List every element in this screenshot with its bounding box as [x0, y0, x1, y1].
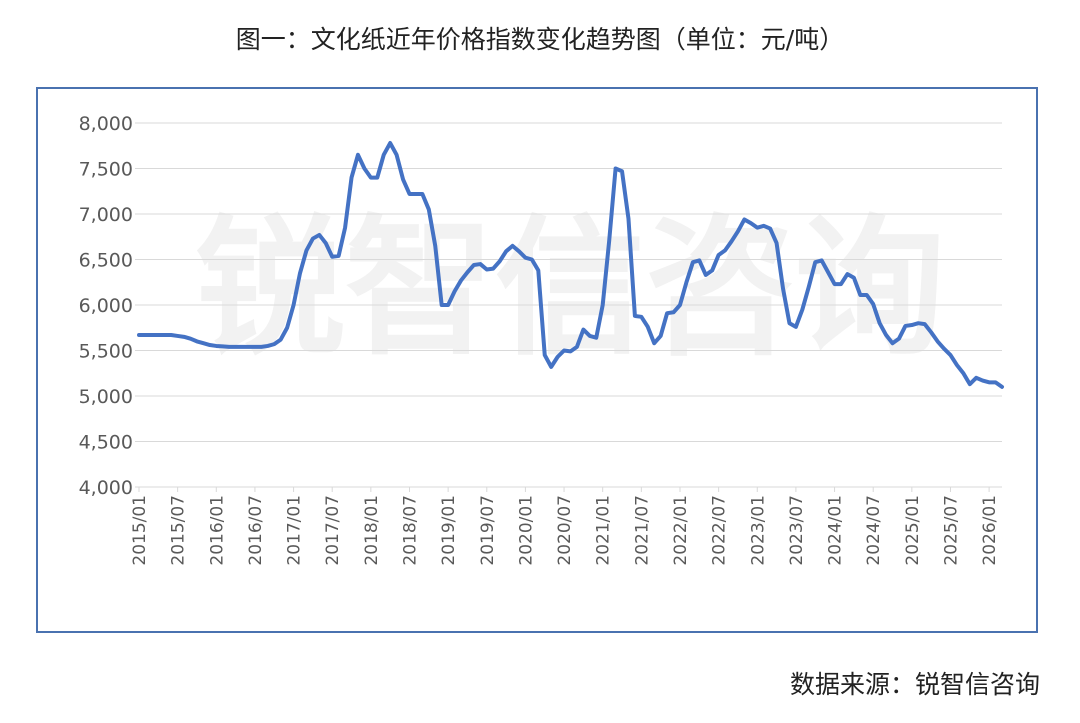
x-tick-label: 2017/07 [323, 495, 343, 566]
y-tick-label: 6,000 [79, 295, 133, 317]
x-tick-label: 2019/07 [478, 495, 498, 566]
x-tick-label: 2016/01 [207, 495, 227, 566]
x-tick-label: 2022/07 [710, 495, 730, 566]
watermark: 锐智信咨询 [195, 202, 945, 376]
x-tick-label: 2023/01 [748, 495, 768, 566]
x-tick-label: 2016/07 [246, 495, 266, 566]
x-tick-label: 2018/01 [362, 495, 382, 566]
x-tick-label: 2019/01 [439, 495, 459, 566]
x-tick-label: 2025/01 [903, 495, 923, 566]
y-tick-label: 5,000 [79, 386, 133, 408]
x-tick-label: 2020/01 [516, 495, 536, 566]
y-tick-label: 4,500 [79, 432, 133, 454]
y-tick-label: 5,500 [79, 341, 133, 363]
x-tick-label: 2018/07 [400, 495, 420, 566]
x-tick-label: 2020/07 [555, 495, 575, 566]
x-tick-label: 2024/01 [826, 495, 846, 566]
x-tick-label: 2021/07 [632, 495, 652, 566]
chart-title: 图一：文化纸近年价格指数变化趋势图（单位：元/吨） [236, 25, 844, 54]
x-tick-label: 2017/01 [285, 495, 305, 566]
x-tick-label: 2022/01 [671, 495, 691, 566]
x-tick-label: 2024/07 [864, 495, 884, 566]
y-tick-label: 4,000 [79, 477, 133, 499]
x-tick-label: 2025/07 [941, 495, 961, 566]
data-line [137, 141, 1004, 389]
plot-area: 4,000 4,500 5,000 5,500 6,000 6,500 7,000 7,500… [79, 113, 1004, 566]
y-tick-label: 7,500 [79, 159, 133, 181]
x-tick-label: 2015/01 [130, 495, 150, 566]
y-tick-label: 7,000 [79, 204, 133, 226]
x-tick-label: 2023/07 [787, 495, 807, 566]
y-tick-label: 6,500 [79, 250, 133, 272]
x-tick-label: 2015/07 [169, 495, 189, 566]
chart-frame [36, 87, 1038, 633]
x-tick-label: 2021/01 [594, 495, 614, 566]
x-tick-label: 2026/01 [980, 495, 1000, 566]
y-tick-label: 8,000 [79, 113, 133, 135]
source-note: 数据来源：锐智信咨询 [790, 670, 1040, 699]
